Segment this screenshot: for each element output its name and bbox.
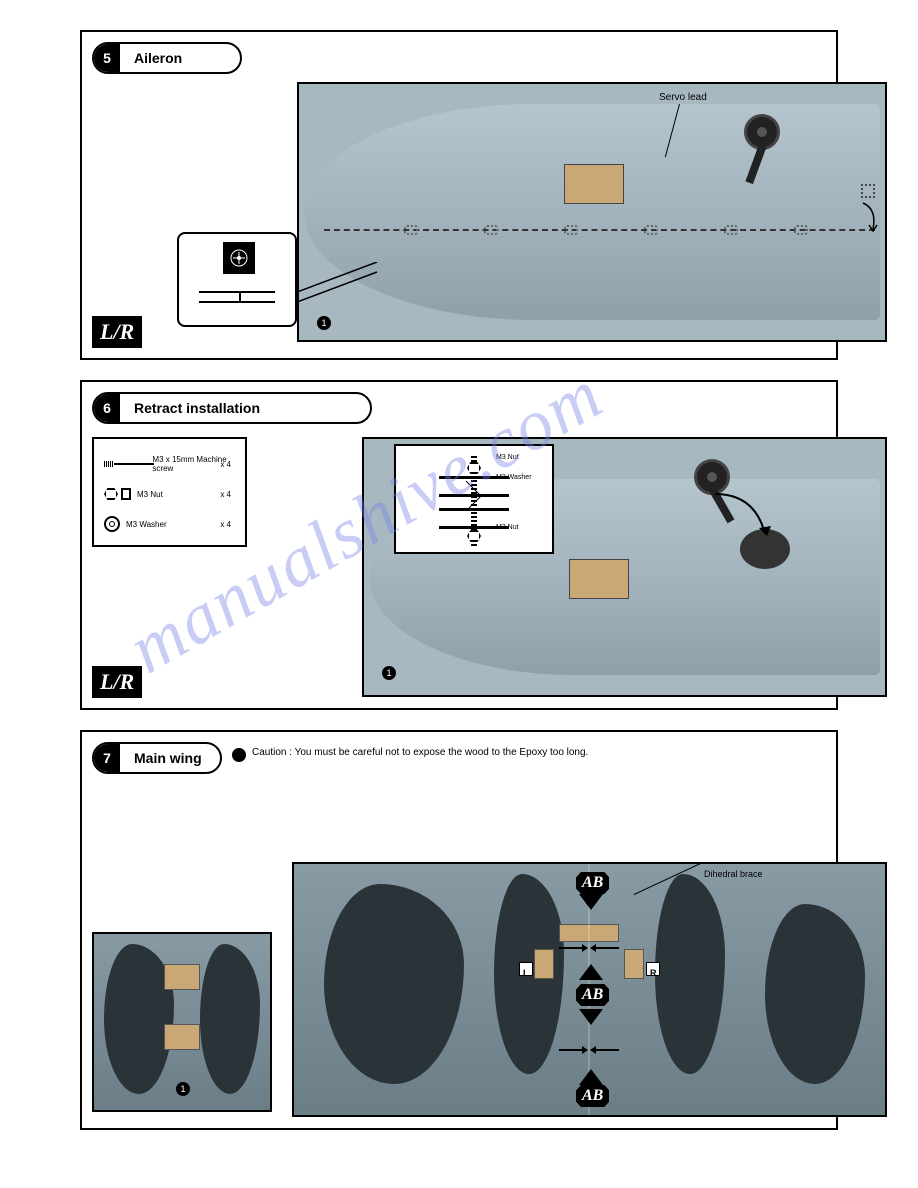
camo [324, 884, 464, 1084]
part-screw: M3 x 15mm Machine screw x 4 [104, 449, 235, 479]
step-substep: 1 [382, 666, 396, 680]
step-number: 5 [94, 44, 120, 72]
step-substep: 1 [317, 316, 331, 330]
hinge-point [644, 225, 658, 235]
step-pill-6: 6 Retract installation [92, 392, 372, 424]
nut-label: M3 Nut [496, 454, 519, 461]
camo [765, 904, 865, 1084]
section-mainwing: 7 Main wing Caution : You must be carefu… [80, 730, 838, 1130]
wing-join-large-photo: AB AB AB L R Dihedral brace [292, 862, 887, 1117]
arrow-down-icon [579, 894, 603, 910]
part-nut: M3 Nut x 4 [104, 479, 235, 509]
hinge-point [564, 225, 578, 235]
parts-list: M3 x 15mm Machine screw x 4 M3 Nut x 4 M… [92, 437, 247, 547]
ab-badge-bot: AB [576, 1085, 609, 1107]
wing-join-small-photo: 1 [92, 932, 272, 1112]
step-pill-7: 7 Main wing [92, 742, 222, 774]
section-retract: 6 Retract installation M3 x 15mm Machine… [80, 380, 838, 710]
retract-arrow-icon [705, 484, 785, 554]
arrow-down-icon [579, 1009, 603, 1025]
hinge-detail-inset [177, 232, 297, 327]
lead-exit [861, 184, 875, 198]
camo [655, 874, 725, 1074]
part-qty: x 4 [220, 490, 231, 499]
panel-label-left: L [519, 962, 533, 976]
arrow-curved-icon [855, 199, 885, 239]
servo-cutout [564, 164, 624, 204]
nut-icon [467, 530, 481, 542]
hinge-diagram [199, 283, 275, 313]
nut-label: M3 Nut [496, 524, 519, 531]
hinge-point [404, 225, 418, 235]
section-aileron: 5 Aileron Servo lead [80, 30, 838, 360]
arrow-up-icon [579, 1069, 603, 1085]
part-label: M3 Nut [137, 490, 163, 499]
panel-label-right: R [646, 962, 660, 976]
hinge-point [724, 225, 738, 235]
caution-text: Caution : You must be careful not to exp… [252, 747, 652, 758]
nut-icon [104, 488, 118, 500]
gear-strut [745, 144, 766, 184]
step-number: 6 [94, 394, 120, 422]
lr-badge: L/R [92, 316, 142, 348]
double-arrow-icon [554, 1044, 624, 1056]
callout-v-lines [451, 481, 481, 511]
brace-slot-left [534, 949, 554, 979]
step-pill-5: 5 Aileron [92, 42, 242, 74]
ab-badge-top: AB [576, 872, 609, 894]
step-title: Main wing [120, 750, 216, 766]
brace-slot [164, 964, 200, 990]
servo-lead-label: Servo lead [659, 92, 707, 103]
hinge-point [484, 225, 498, 235]
drill-icon [223, 242, 255, 274]
brace-slot-right [624, 949, 644, 979]
bolt-detail-inset: M3 Nut M3 Washer M3 Nut [394, 444, 554, 554]
step-number: 7 [94, 744, 120, 772]
wing-photo-2: M3 Nut M3 Washer M3 Nut [362, 437, 887, 697]
hinge-pin [239, 291, 241, 301]
part-label: M3 Washer [126, 520, 167, 529]
nut-side-icon [121, 488, 131, 500]
camo [200, 944, 260, 1094]
step-title: Aileron [120, 50, 196, 66]
part-qty: x 4 [220, 520, 231, 529]
screw-icon [104, 461, 146, 467]
arrow-up-icon [579, 964, 603, 980]
caution-bullet [232, 748, 246, 762]
part-qty: x 4 [220, 460, 231, 469]
servo-cutout [569, 559, 629, 599]
ab-badge-mid: AB [576, 984, 609, 1006]
hinge-point [794, 225, 808, 235]
landing-gear [720, 114, 780, 184]
double-arrow-icon [554, 942, 624, 954]
step-title: Retract installation [120, 400, 274, 416]
brace-slot [164, 1024, 200, 1050]
brace-label: Dihedral brace [704, 869, 763, 879]
lr-badge: L/R [92, 666, 142, 698]
callout-lines [297, 262, 397, 312]
washer-icon [104, 516, 120, 532]
nut-icon [467, 462, 481, 474]
step-substep: 1 [176, 1082, 190, 1096]
hinge-line [324, 229, 875, 231]
washer-label: M3 Washer [496, 474, 532, 481]
part-washer: M3 Washer x 4 [104, 509, 235, 539]
